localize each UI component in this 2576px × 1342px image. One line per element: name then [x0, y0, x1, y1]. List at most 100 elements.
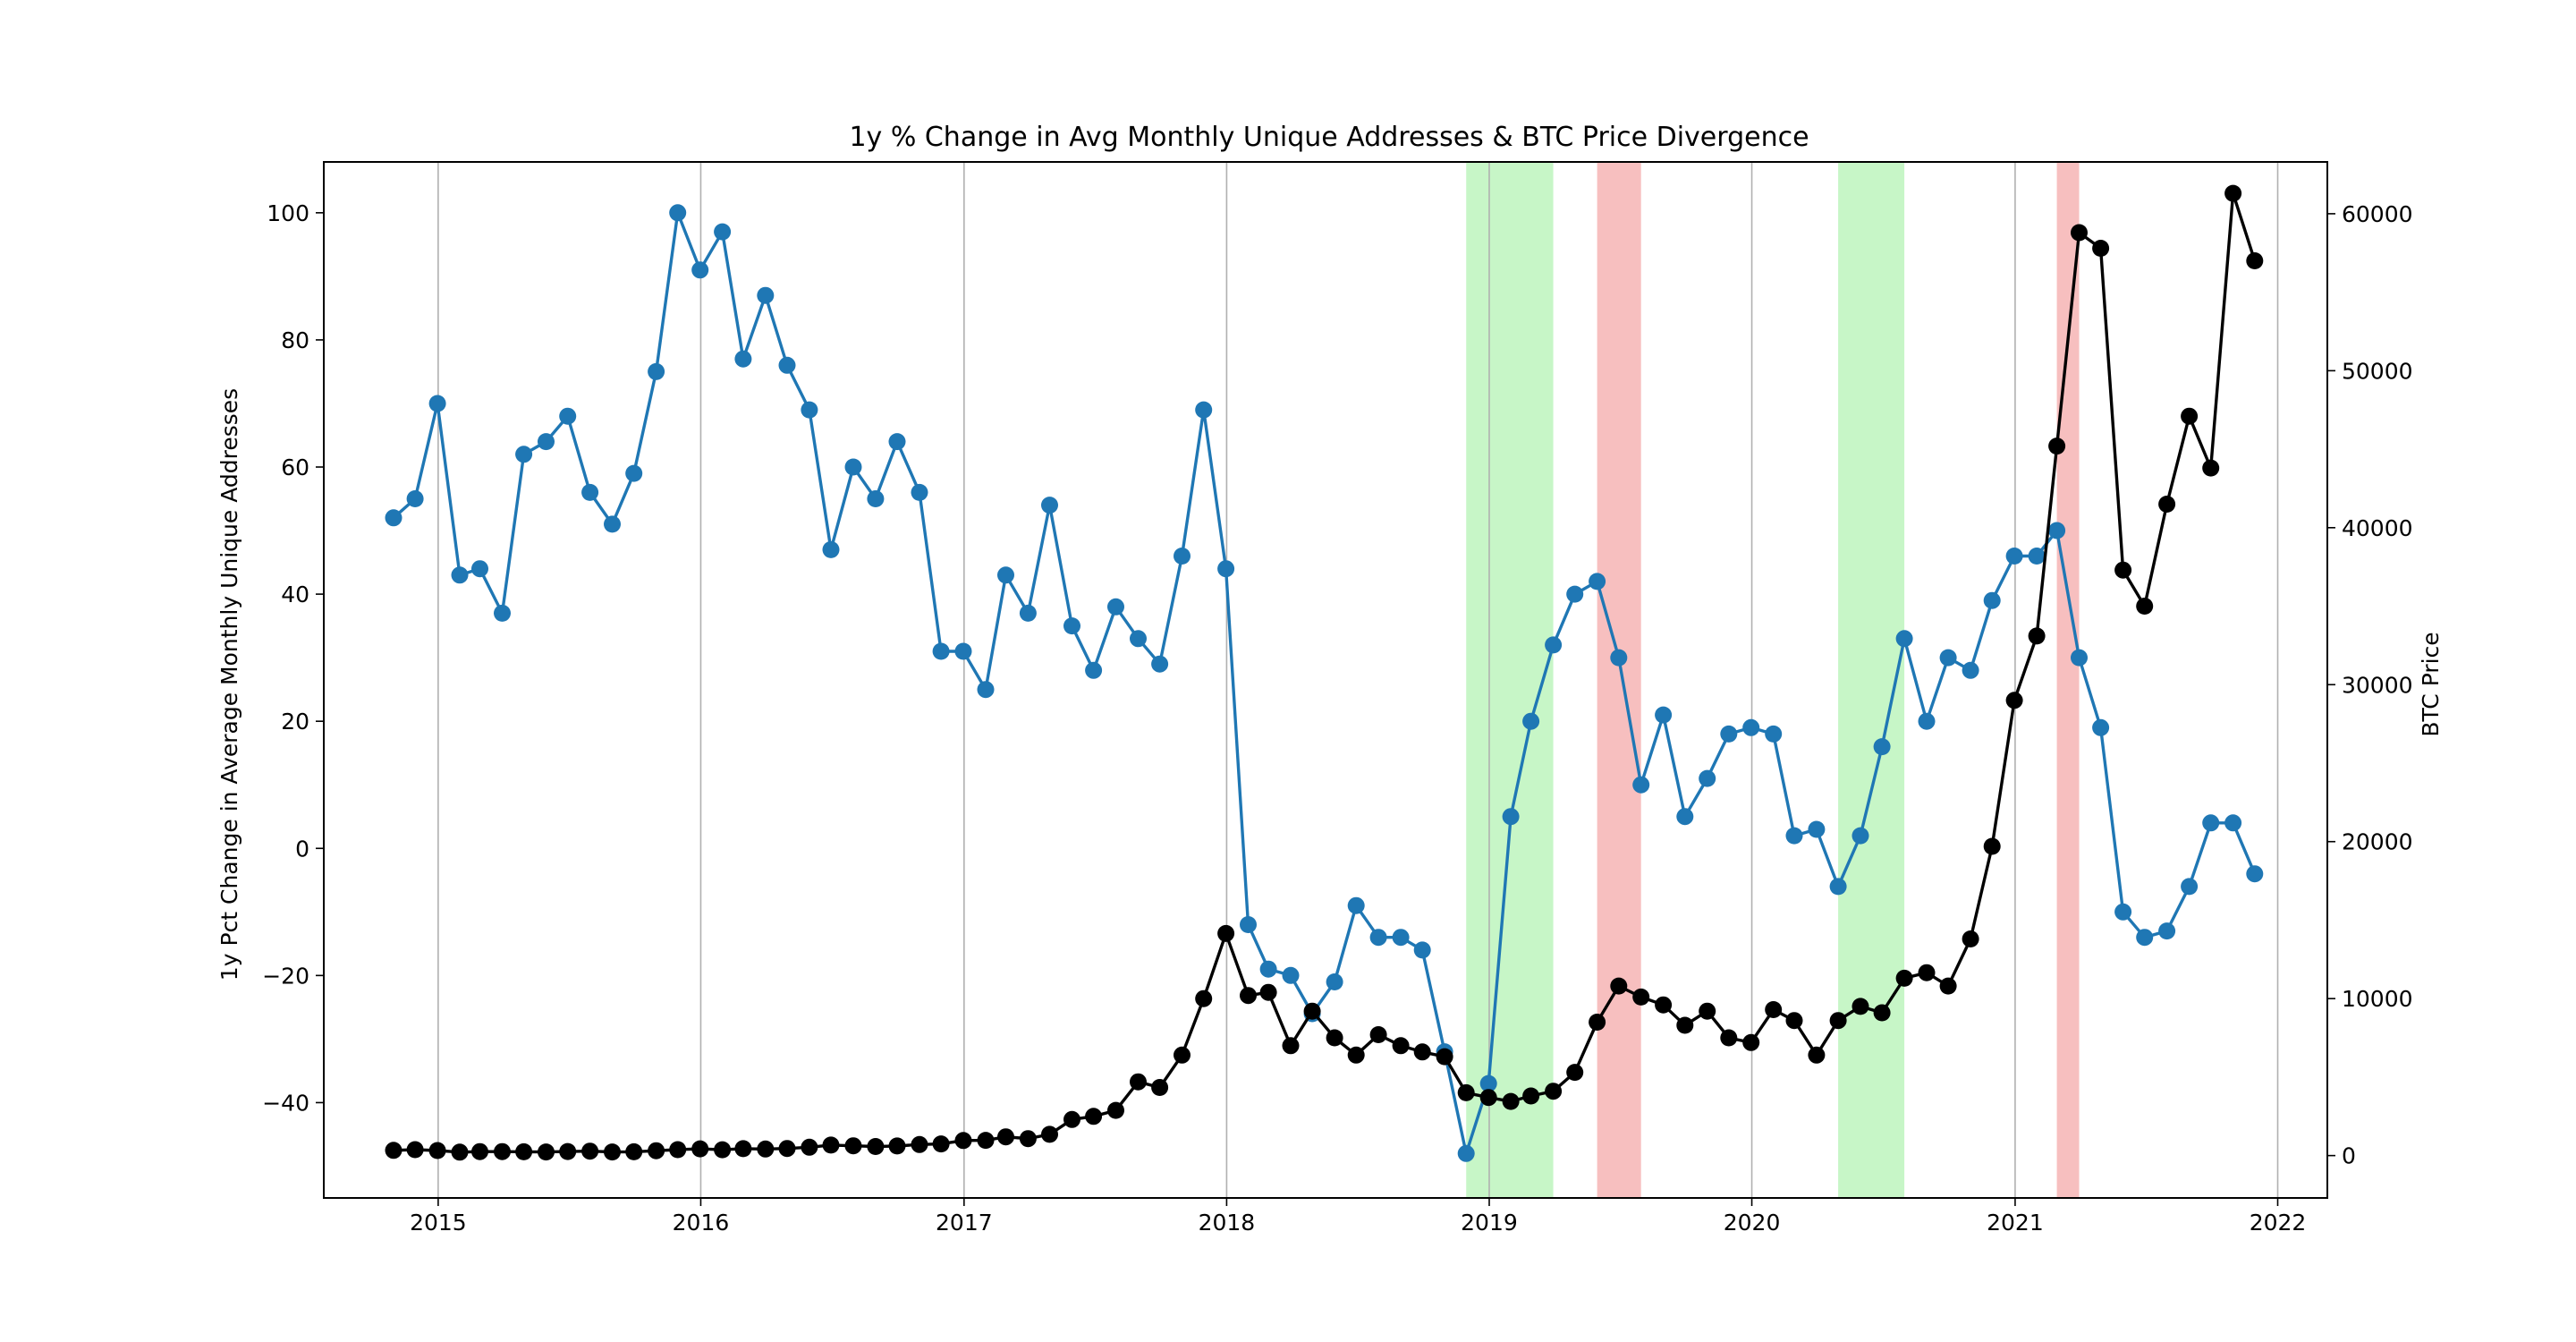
btc_price-point	[888, 1137, 906, 1155]
addresses-point	[1983, 591, 2001, 609]
addresses-point	[714, 223, 732, 241]
btc_price-point	[1808, 1046, 1826, 1064]
addresses-point	[1962, 661, 1979, 679]
bullish-region	[1838, 162, 1905, 1198]
btc_price-point	[2048, 437, 2066, 455]
addresses-point	[1808, 820, 1826, 838]
addresses-point	[932, 642, 950, 660]
x-tick-label: 2019	[1461, 1210, 1518, 1236]
addresses-point	[1019, 604, 1037, 622]
addresses-point	[2136, 929, 2154, 947]
btc_price-point	[669, 1141, 687, 1159]
btc_price-point	[1392, 1037, 1410, 1055]
addresses-point	[1785, 827, 1803, 845]
addresses-point	[1852, 827, 1869, 845]
y-tick-label: 60	[281, 454, 309, 480]
series-layer	[385, 184, 2264, 1162]
btc_price-point	[2224, 184, 2242, 202]
btc_price-point	[1983, 837, 2001, 855]
btc_price-point	[954, 1132, 972, 1150]
btc_price-point	[581, 1142, 599, 1160]
addresses-point	[1589, 573, 1606, 590]
y-tick-label: 100	[267, 200, 309, 226]
addresses-point	[1632, 776, 1650, 794]
addresses-point	[1413, 941, 1431, 959]
addresses-point	[1699, 769, 1716, 787]
addresses-point	[1829, 878, 1847, 896]
y2-tick-label: 20000	[2342, 829, 2413, 855]
addresses-point	[471, 560, 488, 578]
addresses-point	[757, 286, 775, 304]
addresses-point	[1282, 966, 1300, 984]
btc_price-point	[1502, 1092, 1520, 1110]
addresses-point	[1326, 973, 1343, 990]
addresses-point	[2114, 903, 2132, 921]
addresses-point	[428, 395, 446, 412]
addresses-point	[1259, 960, 1277, 978]
addresses-point	[1502, 808, 1520, 826]
btc_price-point	[1041, 1125, 1058, 1143]
btc_price-point	[1852, 998, 1869, 1015]
addresses-point	[1107, 598, 1124, 616]
addresses-point	[1369, 929, 1387, 947]
btc_price-point	[1939, 977, 1957, 995]
btc_price-point	[2136, 598, 2154, 615]
addresses-point	[911, 483, 928, 501]
addresses-point	[867, 490, 885, 507]
btc_price-point	[1589, 1014, 1606, 1031]
btc_price-point	[1632, 988, 1650, 1006]
plot-area-frame	[323, 161, 2328, 1199]
btc_price-point	[2158, 496, 2176, 513]
btc_price-point	[1174, 1046, 1191, 1064]
btc_price-point	[1829, 1012, 1847, 1030]
y2-tick-label: 30000	[2342, 672, 2413, 698]
bearish-region	[2056, 162, 2080, 1198]
btc_price-point	[1742, 1033, 1760, 1051]
btc_price-point	[1217, 924, 1235, 942]
addresses-point	[2005, 548, 2023, 565]
addresses-point	[2092, 718, 2110, 736]
btc_price-point	[604, 1143, 621, 1161]
addresses-point	[604, 515, 621, 533]
y2-tick-label: 0	[2342, 1143, 2356, 1169]
addresses-point	[1479, 1074, 1497, 1092]
addresses-point	[2181, 878, 2199, 896]
btc_price-point	[2028, 627, 2046, 645]
addresses-point	[1085, 661, 1103, 679]
addresses-point	[1676, 808, 1694, 826]
btc_price-point	[1347, 1046, 1365, 1064]
x-tick-label: 2020	[1724, 1210, 1781, 1236]
y-tick-label: 80	[281, 327, 309, 353]
btc_price-point	[1655, 996, 1673, 1014]
btc_price-point	[714, 1141, 732, 1159]
addresses-point	[1457, 1144, 1475, 1162]
btc_price-point	[1326, 1029, 1343, 1047]
y2-axis-label: BTC Price	[2418, 632, 2444, 736]
addresses-point	[1217, 560, 1235, 578]
addresses-point	[1939, 649, 1957, 667]
addresses-point	[888, 433, 906, 451]
btc_price-point	[1195, 990, 1213, 1007]
y-axis-right: 0 10000 20000 30000 40000 50000 60000	[2327, 201, 2413, 1169]
x-tick-label: 2021	[1987, 1210, 2044, 1236]
btc_price-point	[1063, 1110, 1080, 1128]
btc_price-point	[691, 1140, 709, 1158]
btc_price-point	[1259, 983, 1277, 1001]
addresses-point	[1873, 738, 1891, 756]
btc_price-point	[822, 1136, 840, 1154]
btc_price-point	[428, 1142, 446, 1159]
addresses-point	[2246, 865, 2264, 883]
btc_price-point	[1019, 1130, 1037, 1148]
btc_price-point	[997, 1128, 1014, 1146]
addresses-point	[2224, 814, 2242, 832]
addresses-point	[1240, 916, 1257, 933]
addresses-point	[1720, 725, 1738, 743]
btc_price-point	[1566, 1064, 1584, 1082]
bullish-region	[1466, 162, 1554, 1198]
addresses-point	[581, 483, 599, 501]
bearish-region	[1597, 162, 1641, 1198]
btc_price-point	[844, 1137, 862, 1155]
btc_price-point	[406, 1141, 424, 1159]
y-tick-label: −20	[262, 963, 309, 989]
